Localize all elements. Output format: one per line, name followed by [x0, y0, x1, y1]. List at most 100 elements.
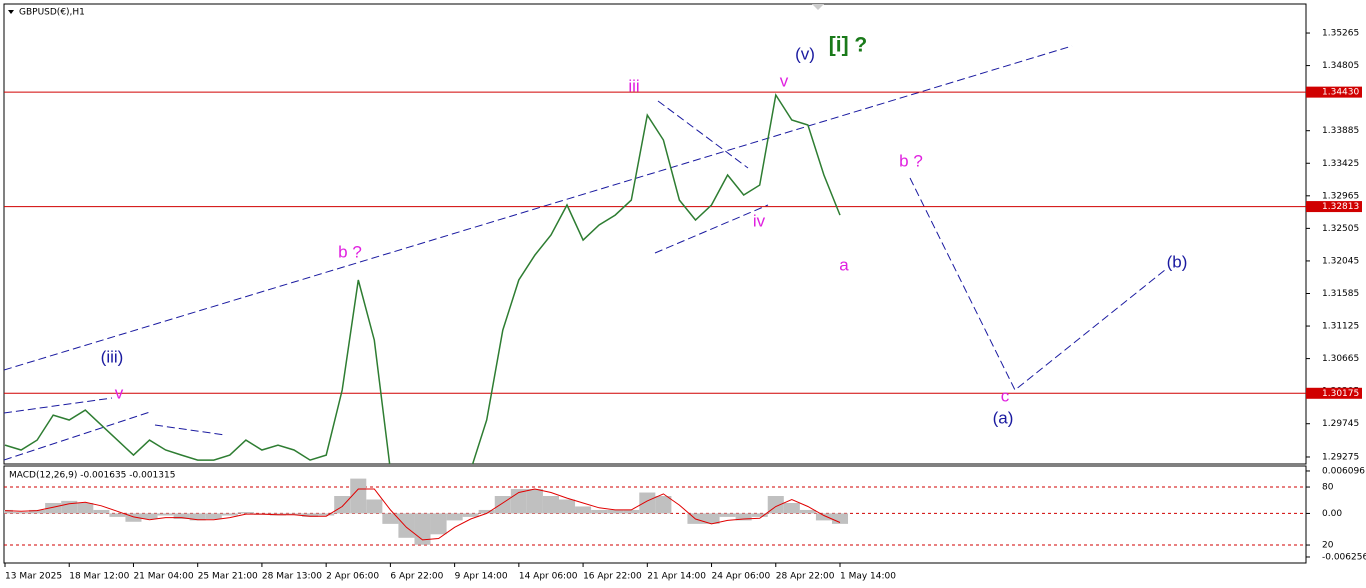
- wave-label: v: [780, 71, 789, 90]
- macd-bar: [526, 489, 543, 514]
- macd-bar: [13, 512, 30, 514]
- macd-bar: [366, 499, 383, 514]
- wave-label: b ?: [338, 242, 362, 261]
- x-tick-label: 25 Mar 21:00: [198, 572, 258, 582]
- x-tick-label: 14 Apr 06:00: [519, 572, 578, 582]
- macd-bar: [591, 509, 608, 514]
- level-label: 1.32813: [1322, 202, 1359, 212]
- wave-label: c: [1001, 386, 1010, 405]
- y-tick-label: 1.33425: [1322, 159, 1359, 169]
- level-label-box: [1306, 86, 1362, 98]
- x-tick-label: 21 Mar 04:00: [133, 572, 193, 582]
- macd-bar: [45, 502, 62, 514]
- symbol-arrow: [8, 10, 14, 14]
- x-tick-label: 28 Apr 22:00: [776, 572, 835, 582]
- macd-bar: [607, 509, 624, 514]
- macd-bar: [93, 509, 110, 514]
- macd-bar: [735, 513, 752, 521]
- macd-bar: [703, 513, 720, 524]
- x-tick-label: 18 Mar 12:00: [69, 572, 129, 582]
- chart-title: GBPUSD(€),H1: [19, 8, 85, 18]
- macd-bar: [575, 506, 592, 514]
- x-tick-label: 28 Mar 13:00: [262, 572, 322, 582]
- macd-bar: [189, 513, 206, 521]
- price-line: [4, 92, 841, 464]
- wave-label: a: [839, 255, 849, 274]
- y-tick-label: 1.32505: [1322, 224, 1359, 234]
- macd-bar: [29, 509, 46, 514]
- y-tick-label: 20: [1322, 541, 1334, 551]
- macd-bar: [639, 492, 656, 514]
- y-tick-label: 1.30665: [1322, 354, 1359, 364]
- macd-bar: [221, 513, 238, 516]
- trend-line: [4, 397, 113, 414]
- macd-title: MACD(12,26,9) -0.001635 -0.001315: [9, 471, 175, 481]
- y-tick-label: -0.006256: [1322, 552, 1366, 562]
- macd-bar: [542, 496, 559, 514]
- shift-marker: [812, 4, 824, 10]
- macd-bar: [623, 509, 640, 514]
- x-tick-label: 6 Apr 22:00: [390, 572, 443, 582]
- macd-bar: [109, 513, 126, 517]
- y-tick-label: 1.33885: [1322, 126, 1359, 136]
- y-tick-label: 0.00: [1322, 509, 1342, 519]
- signal-line: [4, 488, 841, 541]
- macd-frame: [3, 465, 1307, 564]
- x-tick-label: 13 Mar 2025: [5, 572, 62, 582]
- macd-bar: [831, 513, 849, 524]
- macd-bar: [462, 513, 479, 517]
- trend-line: [4, 411, 151, 461]
- x-tick-label: 24 Apr 06:00: [712, 572, 771, 582]
- main-frame: [3, 3, 1307, 465]
- y-tick-label: 1.32965: [1322, 191, 1359, 201]
- x-tick-label: 16 Apr 22:00: [583, 572, 642, 582]
- y-tick-label: 80: [1322, 483, 1334, 493]
- macd-bar: [382, 513, 399, 524]
- y-tick-label: 1.31125: [1322, 322, 1359, 332]
- trend-lines: [4, 45, 1166, 461]
- macd-bar: [815, 513, 832, 521]
- x-tick-label: 1 May 14:00: [840, 572, 896, 582]
- macd-bar: [494, 496, 511, 514]
- macd-bar: [350, 478, 367, 514]
- macd-bar: [141, 513, 158, 519]
- macd-bar: [302, 513, 319, 517]
- macd-bar: [205, 513, 222, 519]
- x-tick-label: 9 Apr 14:00: [455, 572, 508, 582]
- macd-bar: [799, 509, 816, 514]
- x-tick-label: 2 Apr 06:00: [326, 572, 379, 582]
- y-tick-label: 1.32045: [1322, 256, 1359, 266]
- trend-line: [654, 204, 769, 254]
- trend-line: [154, 424, 226, 436]
- level-label: 1.30175: [1322, 389, 1359, 399]
- y-tick-label: 1.34805: [1322, 61, 1359, 71]
- macd-bar: [719, 513, 736, 517]
- level-label-box: [1306, 201, 1362, 213]
- y-tick-label: 1.29745: [1322, 419, 1359, 429]
- wave-label: iii: [628, 76, 639, 95]
- macd-bar: [318, 513, 335, 516]
- macd-bar: [157, 513, 174, 516]
- macd-bar: [558, 499, 576, 514]
- wave-label: b ?: [899, 151, 923, 170]
- y-tick-label: 1.31585: [1322, 289, 1359, 299]
- wave-label: (a): [993, 408, 1014, 427]
- macd-bar: [446, 513, 463, 521]
- level-label: 1.34430: [1322, 88, 1359, 98]
- projection-path: [909, 177, 1166, 391]
- wave-label: (iii): [101, 347, 124, 366]
- macd-bar: [334, 496, 351, 514]
- macd-bar: [237, 512, 254, 514]
- trend-line: [4, 45, 1073, 371]
- macd-bar: [61, 500, 78, 514]
- y-tick-label: 1.29275: [1322, 452, 1359, 462]
- wave-label: (b): [1167, 252, 1188, 271]
- wave-label: v: [115, 383, 124, 402]
- wave-label: iv: [753, 211, 766, 230]
- macd-bar: [173, 513, 190, 519]
- trend-line: [657, 100, 749, 169]
- y-tick-label: 0.006096: [1322, 466, 1365, 476]
- y-tick-label: 1.35265: [1322, 29, 1359, 39]
- macd-bar: [751, 513, 768, 517]
